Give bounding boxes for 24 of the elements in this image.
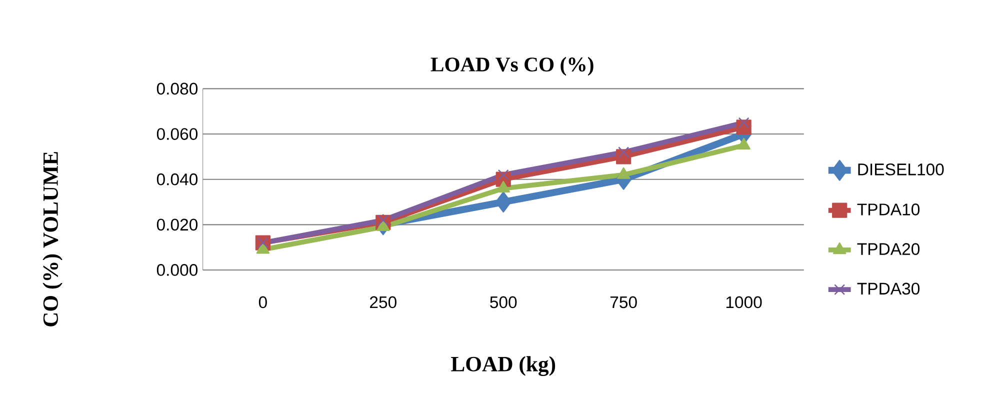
legend-label: TPDA30 (857, 282, 920, 295)
y-axis-title: CO (%) VOLUME (42, 152, 62, 326)
y-tick-label: 0.040 (156, 173, 198, 186)
chart-title: LOAD Vs CO (%) (430, 56, 594, 76)
y-tick-label: 0.020 (156, 218, 198, 231)
point (376, 219, 390, 232)
x-tick-label: 750 (610, 296, 637, 308)
point (618, 146, 630, 158)
x-axis-title: LOAD (kg) (451, 356, 556, 376)
point (495, 191, 512, 212)
point (256, 242, 270, 254)
legend-label: TPDA10 (857, 203, 920, 216)
y-tick-label: 0.080 (156, 82, 198, 95)
point (498, 169, 509, 180)
point (378, 214, 389, 226)
x-tick-label: 1000 (726, 296, 762, 308)
legend-label: DIESEL100 (858, 163, 944, 176)
point (738, 117, 750, 128)
y-tick-label: 0.060 (156, 128, 198, 140)
legend-label: TPDA20 (857, 243, 920, 255)
x-tick-label: 0 (258, 296, 267, 308)
x-tick-label: 250 (370, 296, 396, 308)
y-tick-label: 0.000 (156, 264, 198, 276)
x-tick-label: 500 (490, 296, 517, 308)
